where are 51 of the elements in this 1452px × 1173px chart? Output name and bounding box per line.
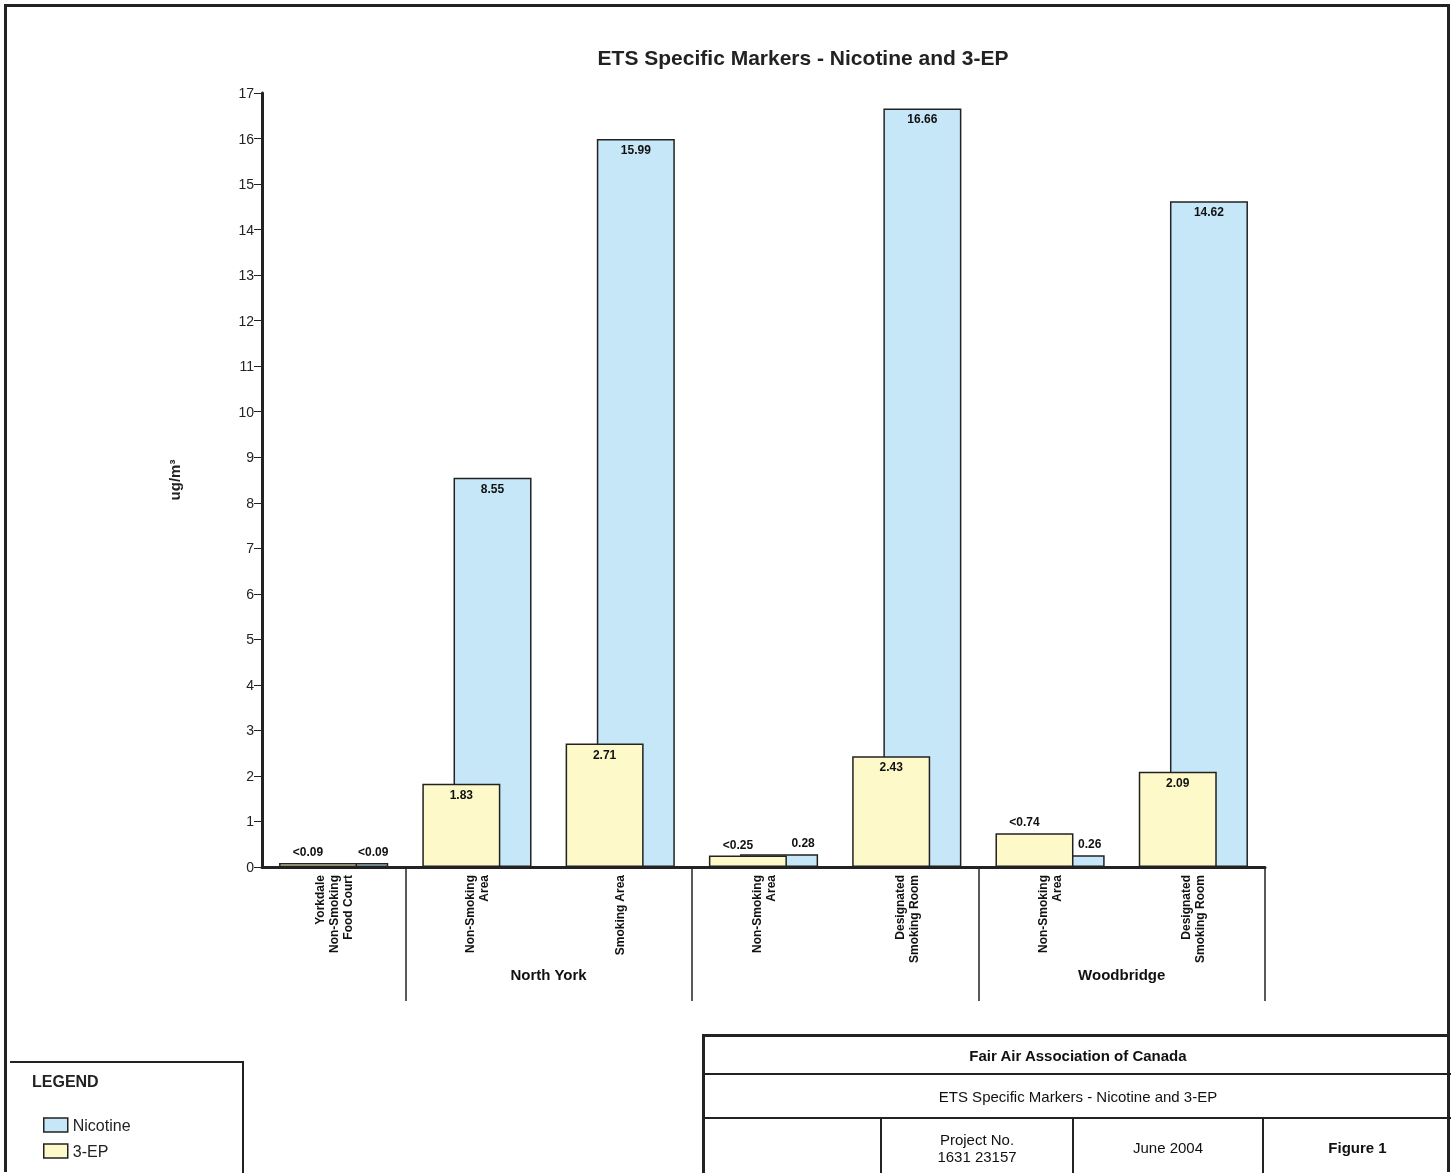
y-tick-label: 15	[238, 176, 255, 193]
y-tick-label: 10	[238, 403, 255, 420]
y-tick-label: 6	[246, 585, 255, 602]
text: Fair Air Association of Canada	[705, 1037, 1451, 1075]
y-tick-label: 9	[246, 449, 255, 466]
data-label: 2.43	[879, 760, 904, 775]
x-tick-label: Smoking Area	[613, 874, 628, 956]
data-label: 0.28	[791, 836, 816, 851]
text: June 2004	[1072, 1119, 1262, 1173]
y-tick-label: 1	[246, 813, 255, 830]
y-tick-label: 16	[238, 130, 255, 147]
y-axis-title: ug/m³	[166, 459, 183, 501]
x-tick-label: Non-Smoking Area	[462, 874, 491, 953]
y-tick-label: 0	[246, 859, 255, 875]
data-label: 8.55	[480, 481, 505, 496]
text: Project No. 1631 23157	[880, 1119, 1072, 1173]
data-label: 14.62	[1193, 205, 1225, 220]
legend-title: LEGEND	[32, 1073, 99, 1091]
chart-title: ETS Specific Markers - Nicotine and 3-EP	[597, 46, 1009, 69]
data-label: 15.99	[620, 142, 652, 157]
y-tick-label: 3	[246, 722, 255, 739]
y-tick-label: 14	[238, 221, 255, 238]
x-tick-label: Designated Smoking Room	[892, 875, 921, 964]
y-tick-label: 12	[238, 312, 255, 329]
y-tick-label: 17	[238, 85, 255, 101]
y-tick-label: 2	[246, 767, 255, 784]
y-tick-label: 7	[246, 540, 255, 557]
data-label: 2.71	[592, 747, 617, 762]
y-tick-label: 8	[246, 494, 255, 511]
y-tick-label: 5	[246, 631, 255, 648]
x-tick-label: Yorkdale Non-Smoking Food Court	[312, 874, 355, 953]
text: Woodbridge	[1077, 966, 1167, 983]
x-tick-label: Designated Smoking Room	[1179, 875, 1208, 964]
y-tick-label: 13	[238, 267, 255, 284]
data-label: 16.66	[907, 112, 938, 127]
data-label: <0.09	[358, 844, 389, 859]
data-label: <0.25	[722, 837, 754, 852]
data-label: <0.09	[292, 844, 324, 859]
caption: Figure 1	[1262, 1119, 1451, 1173]
legend-label: Nicotine	[72, 1116, 131, 1134]
y-tick-label: 11	[239, 358, 255, 375]
x-tick-label: Non-Smoking Area	[749, 874, 778, 953]
y-tick-label: 4	[246, 676, 255, 693]
text: ETS Specific Markers - Nicotine and 3-EP	[705, 1075, 1451, 1119]
data-label: 0.26	[1077, 837, 1102, 852]
x-tick-label: Non-Smoking Area	[1036, 874, 1065, 953]
legend-label: 3-EP	[72, 1142, 109, 1160]
text: North York	[509, 966, 588, 983]
data-label: 1.83	[449, 787, 474, 802]
data-label: 2.09	[1166, 775, 1190, 790]
data-label: <0.74	[1009, 815, 1040, 830]
